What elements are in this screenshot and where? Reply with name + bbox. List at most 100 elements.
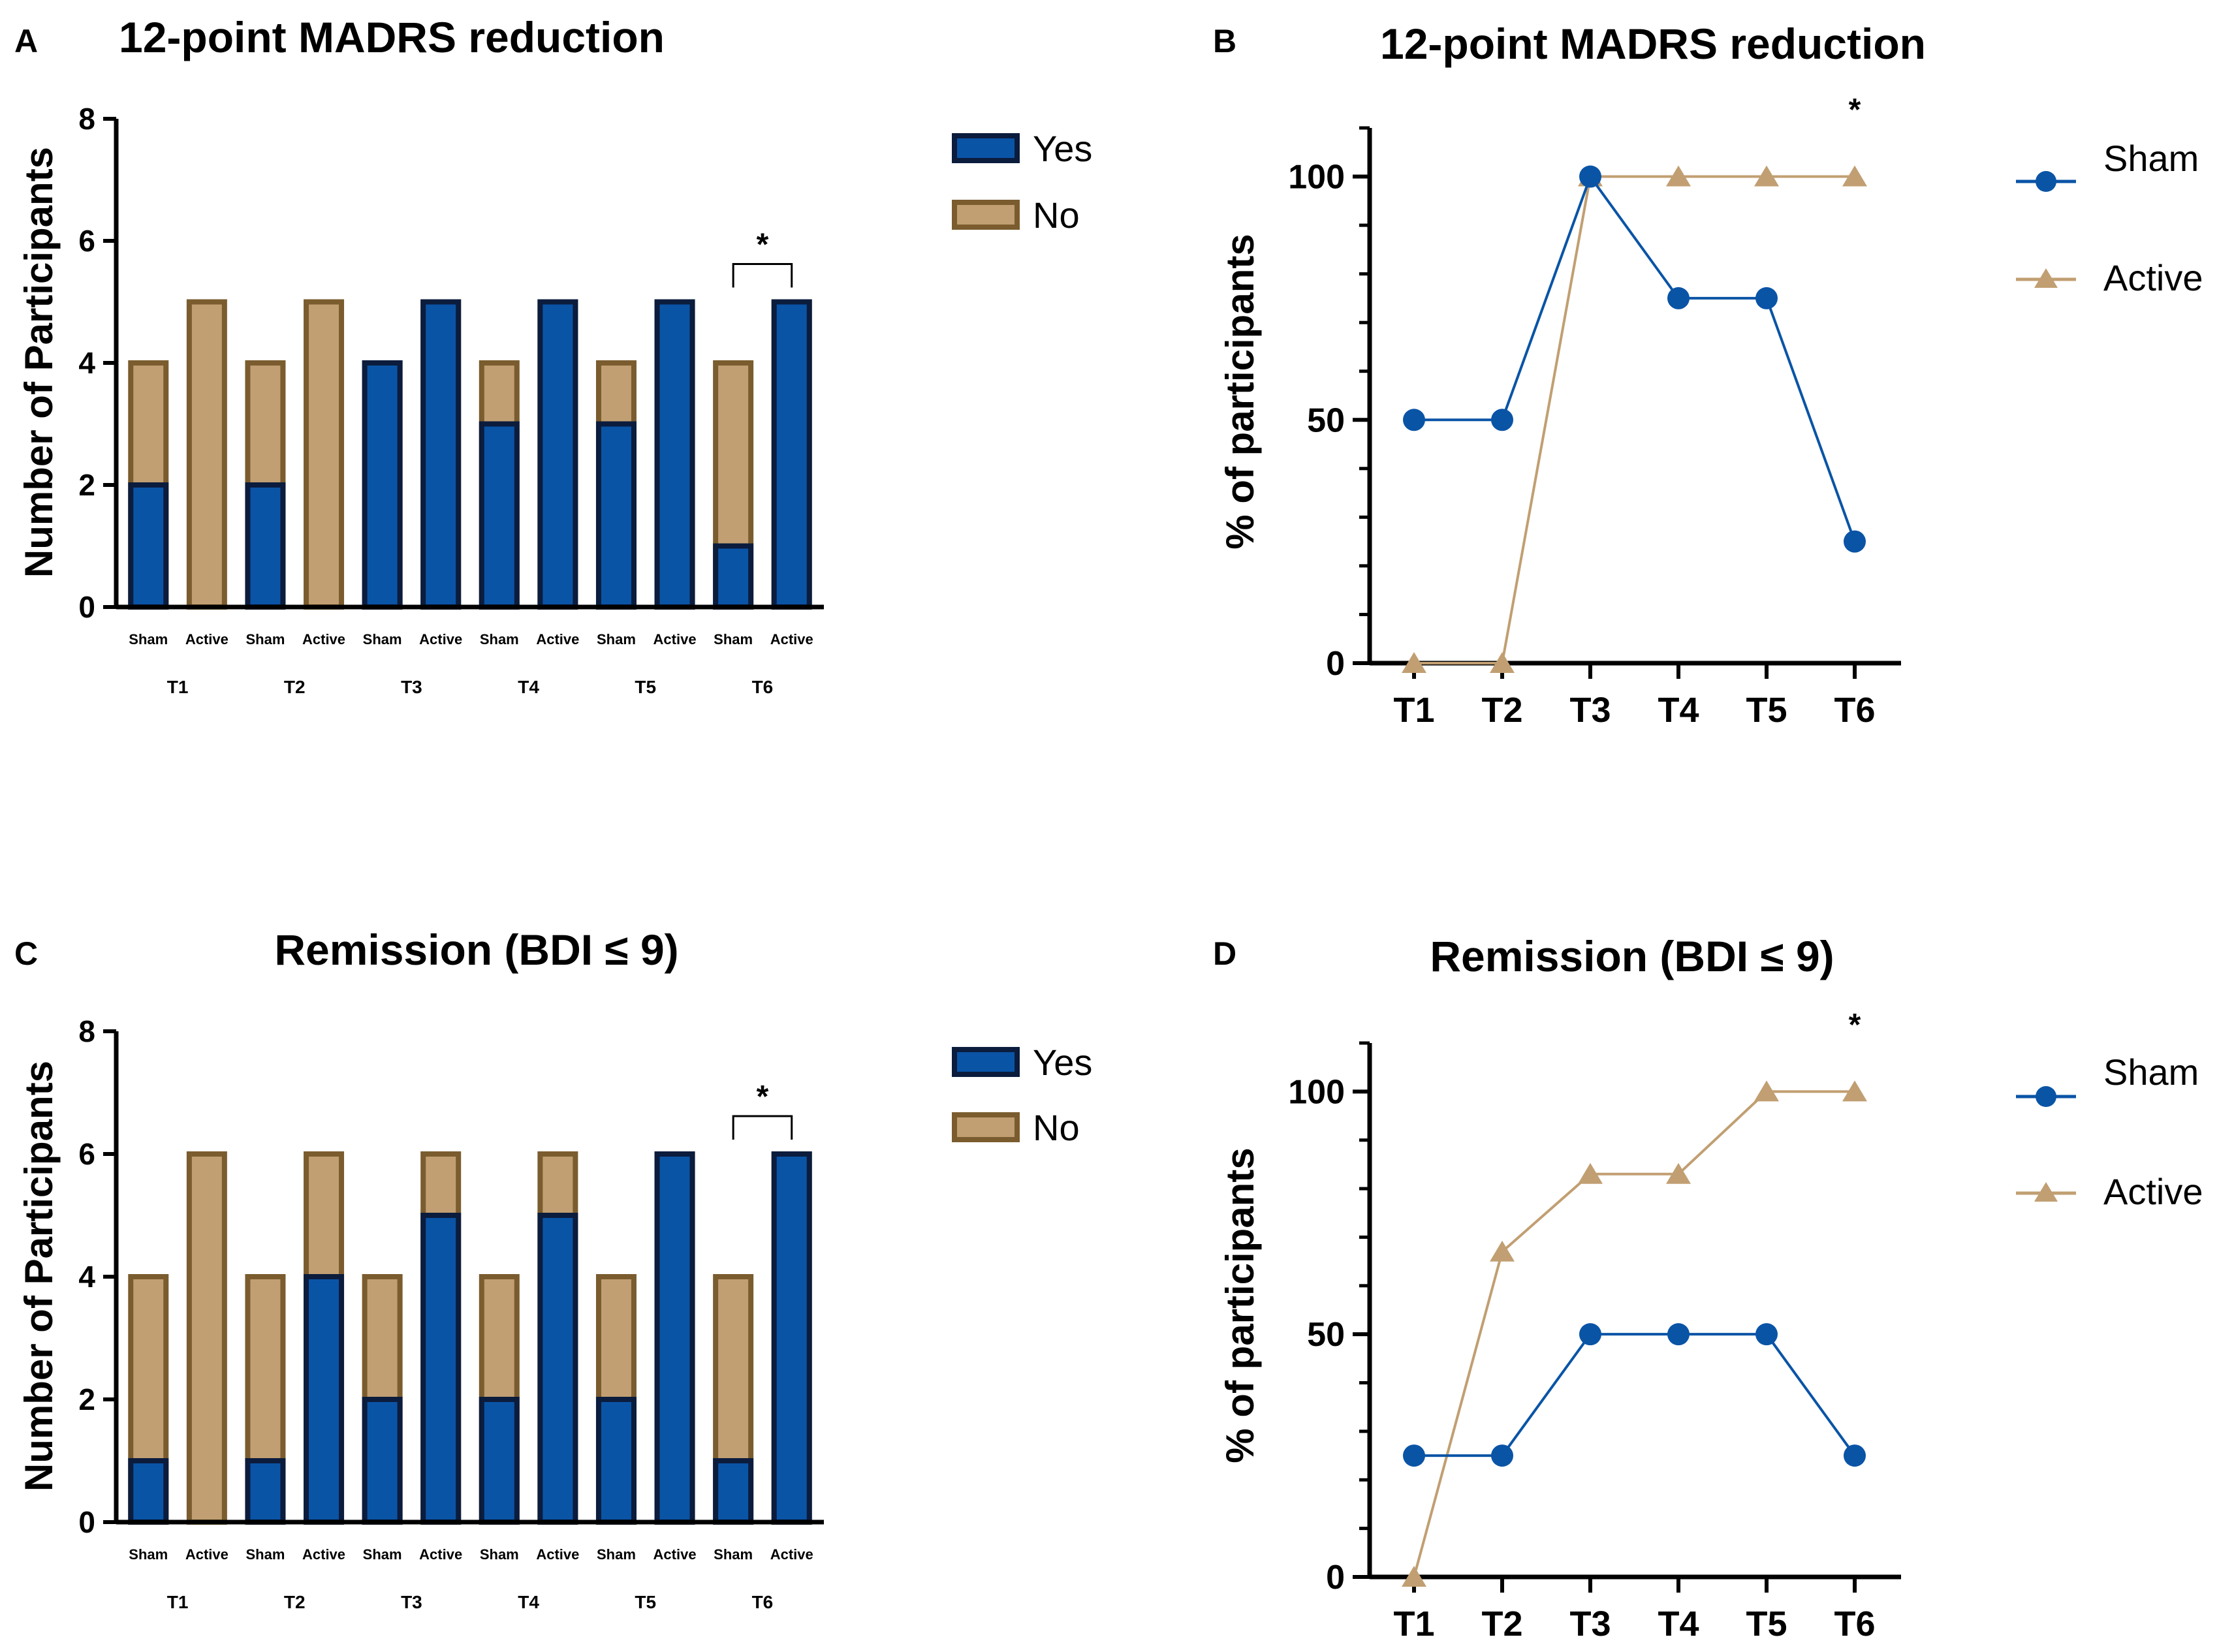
legend-a-no-label: No: [1033, 195, 1080, 236]
panel-a-legend: Yes No: [952, 128, 1092, 236]
d-sham-point-T2: [1491, 1444, 1513, 1467]
a-bar-yes-T2-Sham: [245, 482, 286, 610]
d-xtick-label-T5: T5: [1746, 1604, 1787, 1644]
a-xcat-T4-Active: Active: [536, 631, 579, 647]
c-xgroup-T4: T4: [518, 1592, 539, 1612]
d-ytick-label-100: 100: [1288, 1073, 1345, 1111]
a-bar-yes-T3-Sham: [362, 360, 403, 610]
panel-a-ylabel: Number of Participants: [17, 147, 61, 578]
c-bar-yes-T5-Sham: [595, 1397, 637, 1525]
b-ytick-label-100: 100: [1288, 159, 1345, 196]
c-bar-yes-T4-Active: [537, 1213, 578, 1525]
a-xgroup-T6: T6: [752, 677, 774, 697]
legend-b-active-marker: [2034, 268, 2058, 288]
d-sham-point-T5: [1755, 1323, 1778, 1346]
d-active-point-T6: [1842, 1080, 1867, 1102]
b-sham-point-T4: [1667, 287, 1690, 309]
b-xtick-label-T6: T6: [1834, 691, 1875, 730]
c-ytick-label-2: 2: [78, 1382, 95, 1416]
a-bar-yes-T4-Sham: [479, 421, 520, 610]
a-xcat-T5-Sham: Sham: [597, 631, 636, 647]
a-xgroup-T2: T2: [284, 677, 306, 697]
c-xcat-T6-Active: Active: [770, 1546, 813, 1563]
c-xgroup-T5: T5: [635, 1592, 656, 1612]
c-ytick-label-8: 8: [78, 1014, 95, 1048]
b-active-point-T4: [1666, 165, 1691, 187]
c-significance-bracket: [732, 1115, 793, 1140]
panel-a-letter: A: [14, 23, 38, 59]
legend-d-sham-marker: [2036, 1086, 2056, 1107]
a-bar-yes-T1-Sham: [128, 482, 169, 610]
c-bar-yes-T4-Sham: [479, 1397, 520, 1525]
c-xcat-T3-Active: Active: [419, 1546, 462, 1563]
legend-c-no-swatch: [952, 1112, 1020, 1142]
panel-c-plot: Sham Active T1 Sham Active T2 Sham Active T3 Sham…: [78, 1014, 824, 1612]
a-xcat-T1-Active: Active: [185, 631, 228, 647]
a-ytick-label-4: 4: [78, 346, 95, 380]
panel-b: B 12-point MADRS reduction % of particip…: [1213, 20, 2203, 730]
c-xgroup-T6: T6: [752, 1592, 774, 1612]
b-sham-line: [1414, 174, 1856, 542]
b-active-point-T5: [1754, 165, 1779, 187]
a-xcat-T6-Active: Active: [770, 631, 813, 647]
c-ytick-label-6: 6: [78, 1137, 95, 1171]
c-bar-yes-T5-Active: [654, 1151, 695, 1525]
legend-d-sham-label: Sham: [2103, 1052, 2199, 1093]
b-sham-point-T6: [1844, 530, 1866, 553]
a-xcat-T3-Sham: Sham: [363, 631, 402, 647]
panel-d-ylabel: % of participants: [1218, 1147, 1262, 1463]
c-xcat-T6-Sham: Sham: [714, 1546, 753, 1563]
legend-a-no-swatch: [952, 200, 1020, 230]
legend-c-yes-label: Yes: [1033, 1042, 1092, 1083]
a-xcat-T3-Active: Active: [419, 631, 462, 647]
d-ytick-label-50: 50: [1307, 1316, 1345, 1354]
a-bar-no-T1-Active: [186, 299, 227, 610]
panel-b-legend: Sham Active: [2016, 138, 2203, 298]
panel-b-title: 12-point MADRS reduction: [1380, 20, 1926, 68]
a-xcat-T6-Sham: Sham: [714, 631, 753, 647]
d-sham-point-T6: [1844, 1444, 1866, 1467]
a-xgroup-T3: T3: [401, 677, 422, 697]
b-sham-point-T3: [1579, 165, 1601, 188]
legend-c-yes-swatch: [952, 1047, 1020, 1077]
panel-b-plot: 0 50 100 T1 T2 T3 T4 T5 T6 *: [1288, 93, 1901, 730]
c-xgroup-T1: T1: [167, 1592, 189, 1612]
panel-d-plot: 0 50 100 T1 T2 T3 T4 T5 T6 *: [1288, 1008, 1901, 1644]
b-xtick-label-T1: T1: [1393, 691, 1434, 730]
d-xtick-label-T4: T4: [1658, 1604, 1699, 1644]
b-ytick-label-50: 50: [1307, 401, 1345, 439]
c-xcat-T1-Sham: Sham: [129, 1546, 168, 1563]
c-bar-yes-T6-Sham: [713, 1458, 754, 1525]
legend-d-active-label: Active: [2103, 1171, 2203, 1212]
b-ytick-label-0: 0: [1326, 645, 1345, 683]
d-sham-point-T3: [1579, 1323, 1601, 1346]
c-ytick-label-0: 0: [78, 1505, 95, 1539]
d-sham-point-T4: [1667, 1323, 1690, 1346]
c-xcat-T5-Sham: Sham: [597, 1546, 636, 1563]
legend-b-active-label: Active: [2103, 257, 2203, 298]
legend-d-active-marker: [2034, 1182, 2058, 1202]
c-xcat-T4-Active: Active: [536, 1546, 579, 1563]
panel-a-plot: Sham Active T1 Sham Active T2 Sham Active T3 Sham…: [78, 102, 824, 697]
d-active-point-T3: [1578, 1162, 1603, 1184]
b-active-line: [1414, 175, 1855, 664]
a-xcat-T4-Sham: Sham: [480, 631, 519, 647]
panel-a-title: 12-point MADRS reduction: [119, 13, 665, 61]
b-xtick-label-T3: T3: [1569, 691, 1611, 730]
d-significance-star: *: [1849, 1008, 1861, 1042]
d-xtick-label-T6: T6: [1834, 1604, 1875, 1644]
b-xtick-label-T5: T5: [1746, 691, 1787, 730]
c-bar-yes-T2-Active: [304, 1274, 345, 1525]
b-xtick-label-T2: T2: [1481, 691, 1522, 730]
panel-d-letter: D: [1213, 935, 1236, 972]
a-xcat-T1-Sham: Sham: [129, 631, 168, 647]
panel-c-title: Remission (BDI ≤ 9): [274, 926, 678, 974]
a-bar-yes-T6-Sham: [713, 543, 754, 610]
d-sham-line: [1414, 1333, 1856, 1457]
a-significance-star: *: [757, 228, 769, 262]
c-bar-yes-T6-Active: [771, 1151, 812, 1525]
a-xgroup-T4: T4: [518, 677, 539, 697]
d-active-point-T1: [1402, 1566, 1426, 1587]
d-xtick-label-T1: T1: [1393, 1604, 1434, 1644]
